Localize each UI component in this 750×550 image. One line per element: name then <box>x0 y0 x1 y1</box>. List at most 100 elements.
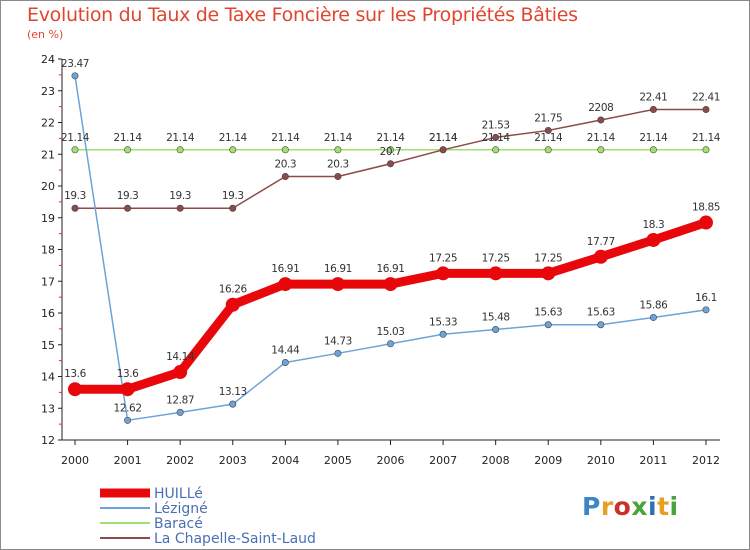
x-tick-label: 2004 <box>271 454 299 467</box>
data-label: 19.3 <box>64 190 86 202</box>
y-tick-label: 22 <box>41 117 55 130</box>
legend-label: HUILLé <box>154 486 203 502</box>
data-label: 20.7 <box>380 146 402 158</box>
x-tick-label: 2000 <box>61 454 89 467</box>
data-point <box>334 146 342 154</box>
x-tick-label: 2002 <box>166 454 194 467</box>
data-label: 21.75 <box>534 112 562 124</box>
data-point <box>544 126 552 134</box>
data-label: 16.91 <box>376 263 404 275</box>
data-label: 15.33 <box>429 316 457 328</box>
data-point <box>225 297 240 312</box>
data-label: 21.53 <box>482 119 510 131</box>
data-point <box>386 146 394 154</box>
data-label: 23.47 <box>61 58 89 70</box>
data-point <box>229 204 237 212</box>
data-point <box>281 146 289 154</box>
y-tick-label: 23 <box>41 85 55 98</box>
y-tick-label: 15 <box>41 339 55 352</box>
data-label: 22.41 <box>639 91 667 103</box>
y-tick-label: 24 <box>41 53 55 66</box>
series-lines <box>68 72 713 424</box>
data-label: 14.14 <box>166 351 195 363</box>
data-label: 16.91 <box>271 263 299 275</box>
y-tick-label: 18 <box>41 244 55 257</box>
data-label: 16.91 <box>324 263 352 275</box>
data-point <box>702 306 710 314</box>
x-tick-label: 2001 <box>114 454 142 467</box>
data-point <box>71 146 79 154</box>
data-point <box>544 321 552 329</box>
data-label: 20.3 <box>274 158 296 170</box>
data-label: 17.25 <box>534 252 562 264</box>
data-label: 19.3 <box>169 190 191 202</box>
data-label: 22.41 <box>692 91 720 103</box>
data-point <box>436 266 451 281</box>
data-label: 21.14 <box>692 132 721 144</box>
data-label: 13.13 <box>219 386 247 398</box>
data-point <box>330 277 345 292</box>
data-label: 16.1 <box>695 292 717 304</box>
data-label: 12.62 <box>114 402 142 414</box>
logo-letter: i <box>648 492 658 521</box>
data-point <box>386 340 394 348</box>
logo-letter: P <box>582 492 601 521</box>
x-tick-label: 2008 <box>482 454 510 467</box>
data-label: 19.3 <box>117 190 139 202</box>
data-label: 14.73 <box>324 335 352 347</box>
logo-letter: t <box>657 492 670 521</box>
data-point <box>439 146 447 154</box>
data-label: 13.6 <box>117 368 139 380</box>
data-point <box>649 146 657 154</box>
series-line-1 <box>74 75 707 422</box>
data-point <box>281 359 289 367</box>
data-label: 21.14 <box>534 132 563 144</box>
data-point <box>124 146 132 154</box>
data-label: 14.44 <box>271 345 300 357</box>
data-label: 12.87 <box>166 394 194 406</box>
data-label: 15.63 <box>534 307 562 319</box>
data-label: 15.48 <box>482 312 510 324</box>
legend-label: Lézigné <box>154 501 208 517</box>
data-point <box>492 133 500 141</box>
data-label: 20.3 <box>327 158 349 170</box>
x-tick-label: 2007 <box>429 454 457 467</box>
data-point <box>699 215 713 230</box>
data-point <box>702 105 710 113</box>
data-point <box>229 146 237 154</box>
data-point <box>281 172 289 180</box>
data-point <box>334 172 342 180</box>
data-point <box>176 408 184 416</box>
data-point <box>334 349 342 357</box>
data-label: 15.63 <box>587 307 615 319</box>
data-point <box>593 249 608 264</box>
data-point <box>176 204 184 212</box>
data-label: 21.14 <box>639 132 668 144</box>
data-point <box>386 160 394 168</box>
y-tick-label: 17 <box>41 275 55 288</box>
data-point <box>597 146 605 154</box>
logo-letter: o <box>613 492 632 521</box>
data-point <box>120 382 135 397</box>
data-point <box>544 146 552 154</box>
data-label: 17.25 <box>482 252 510 264</box>
data-point <box>492 146 500 154</box>
legend-label: Baracé <box>154 516 203 532</box>
data-label: 16.26 <box>219 284 248 296</box>
proxiti-logo: Proxiti <box>582 492 679 521</box>
y-tick-label: 14 <box>41 371 55 384</box>
data-label: 17.25 <box>429 252 457 264</box>
x-tick-label: 2011 <box>639 454 667 467</box>
chart-subtitle: (en %) <box>27 28 64 41</box>
data-labels: 21.14 21.14 21.14 21.14 21.14 21.14 21.14 21.14… <box>61 58 721 414</box>
data-label: 19.3 <box>222 190 244 202</box>
logo-letter: x <box>631 492 648 521</box>
y-tick-label: 20 <box>41 180 55 193</box>
data-label: 21.14 <box>429 132 458 144</box>
data-label: 2208 <box>588 102 613 114</box>
data-point <box>597 321 605 329</box>
data-label: 17.77 <box>587 236 615 248</box>
x-tick-label: 2006 <box>377 454 405 467</box>
data-point <box>278 277 293 292</box>
